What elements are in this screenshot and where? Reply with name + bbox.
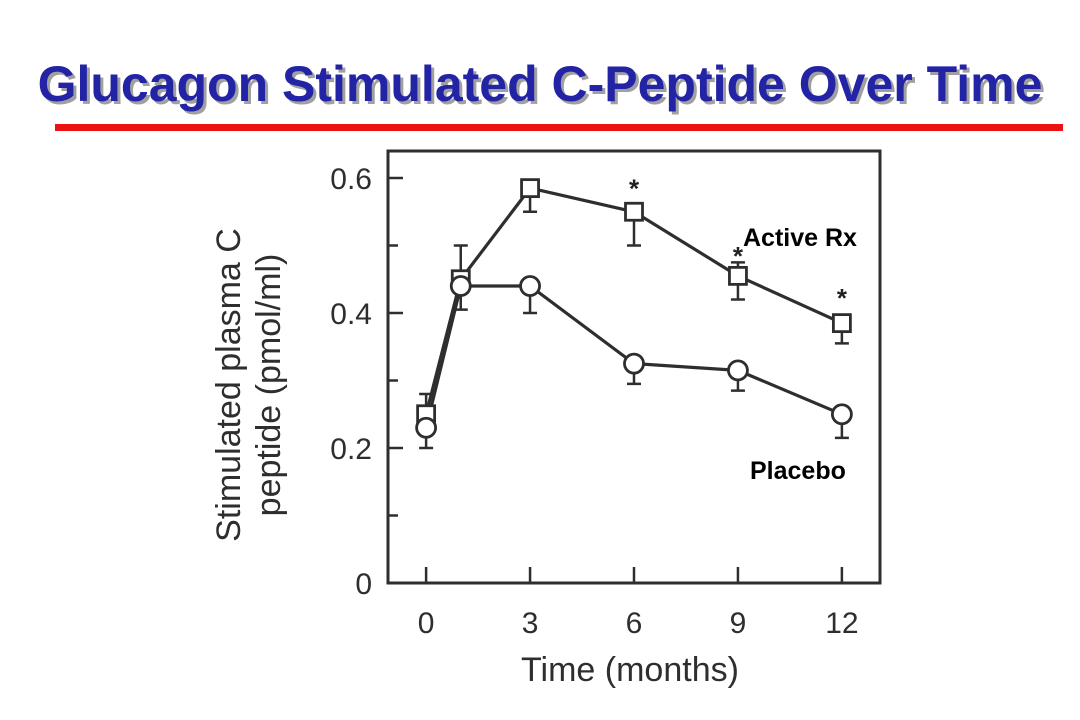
- slide-title: Glucagon Stimulated C-Peptide Over Time: [37, 56, 1043, 112]
- data-point-active-rx: [520, 178, 540, 199]
- significance-asterisk: *: [733, 241, 744, 271]
- x-tick-label: 6: [626, 607, 643, 640]
- x-tick-label: 3: [522, 607, 539, 640]
- data-point-placebo: [623, 352, 645, 375]
- data-point-active-rx: [728, 265, 748, 286]
- data-points: [415, 178, 853, 439]
- x-tick-label: 9: [730, 607, 747, 640]
- plot-frame-and-ticks: 0 0.2 0.4 0.6 0 3 6 9 12: [330, 149, 882, 640]
- data-point-placebo: [415, 416, 438, 439]
- x-tick-label: 12: [825, 607, 858, 640]
- series-label-placebo: Placebo: [750, 457, 846, 485]
- significance-asterisk: *: [629, 174, 640, 204]
- series-label-active-rx: Active Rx: [743, 224, 857, 252]
- data-point-placebo: [830, 403, 853, 426]
- x-axis-label: Time (months): [521, 651, 739, 689]
- y-axis-label: Stimulated plasma Cpeptide (pmol/ml): [210, 228, 288, 542]
- data-point-placebo: [727, 359, 749, 382]
- significance-asterisk: *: [837, 283, 848, 313]
- y-tick-label: 0.2: [330, 433, 372, 466]
- y-tick-label: 0.6: [330, 163, 372, 196]
- y-tick-label: 0: [355, 568, 372, 601]
- y-axis-label-line: Stimulated plasma C: [210, 228, 248, 542]
- x-tick-label: 0: [418, 607, 435, 640]
- data-point-active-rx: [624, 201, 644, 222]
- title-underline: [55, 124, 1063, 131]
- data-point-placebo: [519, 275, 541, 297]
- significance-marks: * * *: [629, 174, 848, 313]
- data-point-active-rx: [831, 313, 852, 334]
- y-tick-label: 0.4: [330, 298, 372, 331]
- y-axis-label-line: peptide (pmol/ml): [250, 254, 288, 517]
- data-point-placebo: [449, 275, 472, 297]
- series-line-active-rx: [424, 186, 843, 415]
- series-labels: Active Rx Placebo: [743, 224, 857, 485]
